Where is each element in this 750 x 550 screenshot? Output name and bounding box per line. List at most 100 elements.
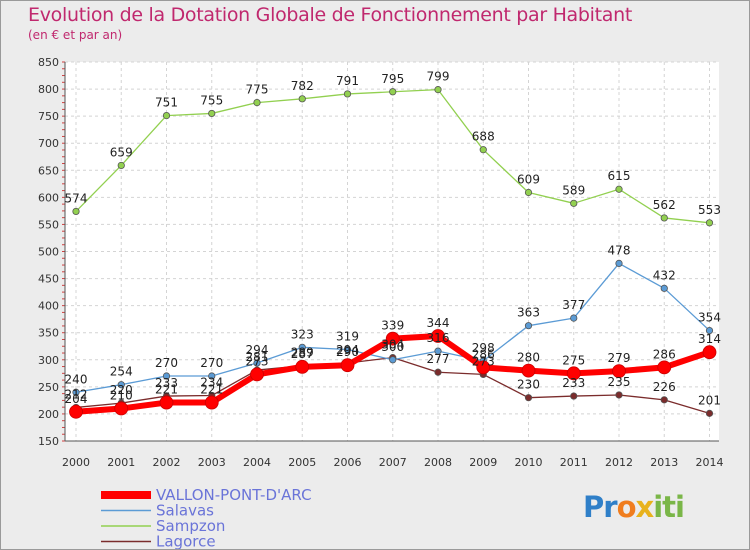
x-tick-label: 2001: [107, 456, 135, 469]
data-label: 304: [381, 338, 404, 352]
data-label: 294: [246, 343, 269, 357]
x-tick-label: 2007: [379, 456, 407, 469]
data-point: [570, 199, 578, 207]
data-label: 240: [65, 372, 88, 386]
data-label: 589: [562, 183, 585, 197]
data-point: [298, 343, 306, 351]
data-point: [702, 345, 717, 360]
data-point: [204, 395, 219, 410]
y-tick-label: 300: [38, 354, 59, 367]
data-label: 316: [427, 331, 450, 345]
data-label: 782: [291, 79, 314, 93]
data-label: 221: [155, 383, 178, 397]
data-label: 319: [336, 329, 359, 343]
data-label: 688: [472, 130, 495, 144]
data-label: 478: [608, 243, 631, 257]
data-point: [660, 396, 668, 404]
data-point: [162, 372, 171, 380]
data-label: 270: [155, 356, 178, 370]
y-tick-label: 750: [38, 110, 59, 123]
data-point: [612, 364, 626, 379]
data-point: [114, 401, 129, 416]
data-point: [660, 284, 668, 292]
data-label: 574: [65, 191, 88, 205]
data-point: [570, 314, 578, 322]
data-point: [295, 359, 310, 374]
data-point: [521, 363, 536, 378]
data-point: [389, 88, 397, 96]
data-label: 775: [246, 83, 269, 97]
data-point: [162, 112, 171, 120]
data-point: [479, 146, 487, 154]
y-tick-label: 200: [38, 408, 59, 421]
data-point: [385, 331, 400, 346]
data-label: 294: [336, 343, 359, 357]
x-tick-label: 2006: [334, 456, 362, 469]
data-label: 298: [472, 341, 495, 355]
data-point: [298, 95, 306, 103]
data-label: 615: [608, 169, 631, 183]
data-point: [524, 394, 533, 402]
data-label: 273: [472, 354, 495, 368]
data-point: [705, 326, 714, 335]
x-tick-label: 2003: [198, 456, 226, 469]
data-label: 233: [562, 376, 585, 390]
data-label: 339: [381, 319, 404, 333]
data-label: 791: [336, 74, 359, 88]
y-tick-label: 250: [38, 381, 59, 394]
y-tick-label: 150: [38, 435, 59, 448]
data-label: 354: [698, 311, 721, 325]
legend-label: Lagorce: [156, 533, 216, 550]
data-label: 553: [698, 203, 721, 217]
x-tick-label: 2013: [650, 456, 678, 469]
data-label: 755: [200, 93, 223, 107]
data-label: 281: [246, 350, 269, 364]
data-point: [253, 99, 261, 107]
data-point: [69, 404, 83, 419]
data-label: 279: [608, 351, 631, 365]
data-point: [615, 185, 623, 193]
data-label: 233: [155, 376, 178, 390]
data-label: 751: [155, 96, 178, 110]
data-label: 286: [653, 347, 676, 361]
data-label: 235: [608, 375, 631, 389]
data-label: 273: [246, 354, 269, 368]
data-label: 286: [472, 347, 495, 361]
x-tick-label: 2004: [243, 456, 271, 469]
data-point: [524, 322, 533, 330]
y-tick-label: 650: [38, 164, 59, 177]
data-label: 795: [381, 72, 404, 86]
data-point: [208, 109, 216, 118]
x-tick-label: 2009: [469, 456, 497, 469]
data-label: 254: [110, 365, 133, 379]
x-tick-label: 2005: [288, 456, 316, 469]
data-label: 562: [653, 198, 676, 212]
data-label: 234: [200, 376, 223, 390]
data-label: 300: [381, 340, 404, 354]
data-point: [434, 347, 442, 355]
chart-title: Evolution de la Dotation Globale de Fonc…: [28, 4, 633, 26]
data-point: [657, 360, 672, 375]
y-tick-label: 550: [38, 218, 59, 231]
data-label: 204: [65, 392, 88, 406]
data-label: 287: [291, 347, 314, 361]
data-label: 210: [110, 389, 133, 403]
data-point: [566, 366, 581, 381]
data-point: [340, 358, 355, 373]
x-tick-label: 2010: [515, 456, 543, 469]
y-tick-label: 800: [38, 83, 59, 96]
data-label: 226: [653, 380, 676, 394]
data-label: 659: [110, 145, 133, 159]
data-label: 277: [427, 352, 450, 366]
legend-label: VALLON-PONT-D'ARC: [156, 486, 312, 504]
data-point: [72, 207, 80, 216]
data-label: 799: [427, 70, 450, 84]
legend-label: Salavas: [156, 502, 214, 520]
y-tick-label: 850: [38, 56, 59, 69]
data-point: [117, 161, 125, 170]
data-label: 212: [65, 387, 88, 401]
data-point: [117, 381, 125, 389]
x-tick-label: 2014: [696, 456, 724, 469]
y-tick-label: 600: [38, 191, 59, 204]
data-point: [72, 388, 80, 396]
